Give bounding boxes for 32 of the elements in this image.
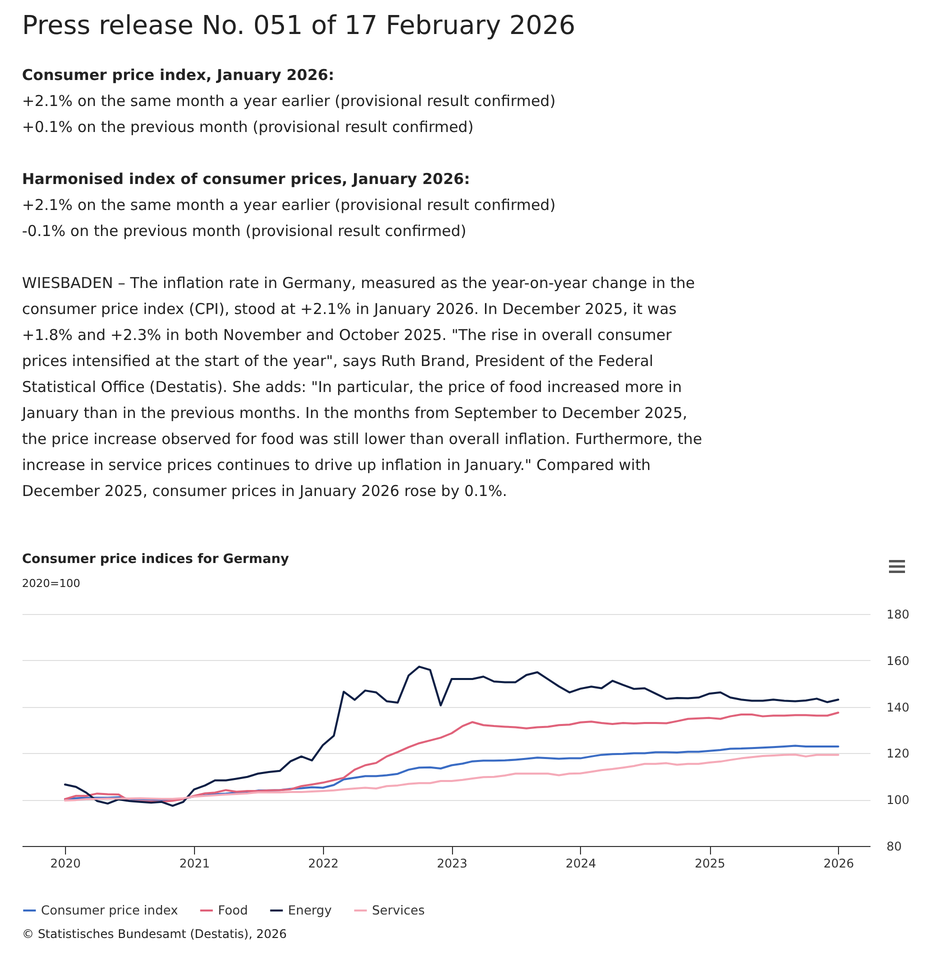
y-tick-label: 100 [886, 793, 910, 808]
text: Press release No. 051 of 17 February 2026 [22, 10, 576, 43]
y-tick-label: 140 [886, 700, 910, 714]
line-series [64, 744, 840, 802]
chart-subtitle: 2020=100 [22, 577, 80, 590]
y-tick-label: 80 [886, 840, 902, 854]
x-tick-label: 2021 [179, 856, 210, 870]
text: WIESBADEN – The inflation rate in Germany, measured as the year-on-year change in the consumer price index (CPI), stood at +2.1% in January 2026. In December 2025, it was +1.8% and +2.3% in both November and October 2025. "The rise in overall consumer prices intensified at the start of the year", says Ruth Brand, President of the Federal Statistical Office (Destatis). She adds: "In particular, the price of food increased more in January than in the previous months. In the months from September to December 2025, the price increase observed for food was still lower than overall inflation. Furthermore, the increase in service prices continues to drive up inflation in January." Compared with December 2025, consumer prices in January 2026 rose by 0.1%. [22, 274, 702, 500]
x-tick-label: 2025 [694, 856, 726, 870]
text: +2.1% on the same month a year earlier (provisional result confirmed) [22, 195, 557, 216]
chart-title: Consumer price indices for Germany [22, 552, 289, 567]
line-series [64, 754, 840, 802]
text: -0.1% on the previous month (provisional result confirmed) [22, 221, 468, 242]
text: Harmonised index of consumer prices, January 2026: [22, 169, 471, 190]
line-series [64, 666, 840, 807]
line-series [64, 712, 840, 803]
x-tick-label: 2022 [308, 856, 339, 870]
x-tick-label: 2023 [436, 856, 468, 870]
legend-label: Food [218, 902, 248, 918]
y-tick-label: 120 [886, 746, 910, 761]
y-tick-label: 180 [886, 608, 910, 622]
x-tick-label: 2024 [566, 856, 596, 870]
legend-label: Consumer price index [41, 902, 178, 918]
x-tick-label: 2020 [50, 856, 81, 870]
text: +0.1% on the previous month (provisional result confirmed) [22, 117, 475, 138]
x-tick-label: 2026 [823, 856, 854, 870]
text: © Statistisches Bundesamt (Destatis), 2026 [22, 927, 287, 941]
text: Consumer price index, January 2026: [22, 65, 336, 86]
text: +2.1% on the same month a year earlier (provisional result confirmed) [22, 91, 557, 112]
legend-label: Energy [288, 902, 332, 918]
y-tick-label: 160 [886, 654, 910, 668]
legend-label: Services [372, 902, 425, 918]
